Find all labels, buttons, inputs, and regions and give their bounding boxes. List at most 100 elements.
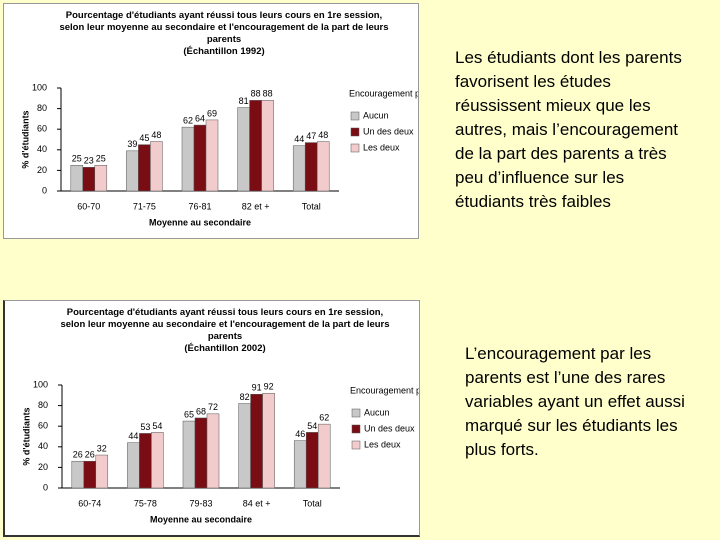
value-label: 69 xyxy=(207,108,217,118)
bar xyxy=(138,144,151,192)
value-label: 65 xyxy=(184,409,194,419)
bar xyxy=(71,460,85,489)
value-label: 48 xyxy=(151,130,161,140)
bar xyxy=(261,100,274,192)
value-label: 62 xyxy=(183,116,193,126)
value-label: 32 xyxy=(97,443,107,453)
bar xyxy=(194,417,208,489)
value-label: 25 xyxy=(96,154,106,164)
legend-swatch xyxy=(350,143,360,153)
y-tick-label: 80 xyxy=(38,400,48,410)
value-label: 44 xyxy=(128,431,138,441)
value-label: 45 xyxy=(139,133,149,143)
value-label: 81 xyxy=(239,96,249,106)
x-axis-label: Moyenne au secondaire xyxy=(150,514,252,524)
bar xyxy=(126,150,139,192)
value-label: 53 xyxy=(140,422,150,432)
bar xyxy=(305,432,319,489)
bar xyxy=(151,432,164,489)
subtitle: (Échantillon 2002) xyxy=(184,343,266,354)
bar xyxy=(205,119,219,192)
y-tick-label: 60 xyxy=(37,124,47,134)
legend-label: Les deux xyxy=(363,142,400,152)
chart: 0 20 40 60 80 100 % d'étudiants Moyenne au seco… xyxy=(20,82,418,227)
bar xyxy=(182,420,196,489)
value-label: 48 xyxy=(318,130,328,140)
chart-panel: Pourcentage d'étudiants ayant réussi tou… xyxy=(3,3,419,239)
bar xyxy=(293,440,307,489)
legend-swatch xyxy=(351,408,361,418)
legend-swatch xyxy=(351,440,361,450)
y-tick-label: 80 xyxy=(37,103,47,113)
bar xyxy=(193,124,207,192)
y-tick-label: 0 xyxy=(43,482,48,492)
y-axis-label: % d'étudiants xyxy=(20,110,30,168)
value-label: 68 xyxy=(196,406,206,416)
legend-title: Encouragement parents xyxy=(350,385,419,395)
value-label: 72 xyxy=(208,402,218,412)
legend-label: Un des deux xyxy=(364,423,415,433)
value-label: 39 xyxy=(127,139,137,149)
x-tick-label: 84 et + xyxy=(243,498,271,508)
bar xyxy=(237,107,250,192)
value-label: 62 xyxy=(319,413,329,423)
title-text: Pourcentage d'étudiants ayant réussi tou… xyxy=(60,307,390,342)
legend-label: Les deux xyxy=(364,439,401,449)
value-label: 54 xyxy=(152,421,162,431)
bar xyxy=(139,433,152,489)
bar xyxy=(94,165,108,192)
y-tick-label: 40 xyxy=(38,441,48,451)
bar xyxy=(82,167,96,192)
bar xyxy=(262,392,275,489)
x-tick-label: Total xyxy=(303,498,322,508)
bar xyxy=(316,141,330,192)
value-label: 54 xyxy=(307,421,317,431)
value-label: 47 xyxy=(306,131,316,141)
x-tick-label: Total xyxy=(302,201,321,211)
bar xyxy=(238,403,251,489)
y-tick-label: 20 xyxy=(37,165,47,175)
y-tick-label: 20 xyxy=(38,462,48,472)
value-label: 82 xyxy=(240,392,250,402)
y-tick-label: 40 xyxy=(37,144,47,154)
bar xyxy=(317,423,331,489)
y-tick-label: 100 xyxy=(33,379,48,389)
bar xyxy=(250,394,263,489)
value-label: 46 xyxy=(295,429,305,439)
bar xyxy=(70,165,84,192)
bar xyxy=(83,460,97,489)
title-text: Pourcentage d'étudiants ayant réussi tou… xyxy=(59,10,389,45)
bar xyxy=(95,454,109,489)
legend-title: Encouragement parents xyxy=(349,88,418,98)
value-label: 64 xyxy=(195,113,205,123)
x-axis-label: Moyenne au secondaire xyxy=(149,217,251,227)
bar xyxy=(150,141,163,192)
x-tick-label: 79-83 xyxy=(189,498,212,508)
value-label: 26 xyxy=(85,450,95,460)
chart: 0 20 40 60 80 100 % d'étudiants Moyenne au seco… xyxy=(21,379,419,524)
note: L’encouragement par les parents est l’un… xyxy=(465,344,685,459)
value-label: 23 xyxy=(84,156,94,166)
legend-label: Aucun xyxy=(363,110,389,120)
value-label: 44 xyxy=(294,134,304,144)
x-tick-label: 71-75 xyxy=(133,201,156,211)
value-label: 88 xyxy=(263,89,273,99)
y-tick-label: 60 xyxy=(38,421,48,431)
bar xyxy=(249,100,262,192)
value-label: 91 xyxy=(252,383,262,393)
x-tick-label: 60-70 xyxy=(77,201,100,211)
x-tick-label: 60-74 xyxy=(78,498,101,508)
chart-panel: Pourcentage d'étudiants ayant réussi tou… xyxy=(3,300,420,537)
x-tick-label: 75-78 xyxy=(134,498,157,508)
legend-label: Un des deux xyxy=(363,126,414,136)
x-tick-label: 76-81 xyxy=(188,201,211,211)
legend-swatch xyxy=(350,127,360,137)
y-tick-label: 100 xyxy=(32,82,47,92)
value-label: 92 xyxy=(264,382,274,392)
chart-title: Pourcentage d'étudiants ayant réussi tou… xyxy=(55,307,395,355)
bar xyxy=(181,126,195,192)
value-label: 88 xyxy=(251,89,261,99)
value-label: 25 xyxy=(72,154,82,164)
bar xyxy=(206,413,220,489)
